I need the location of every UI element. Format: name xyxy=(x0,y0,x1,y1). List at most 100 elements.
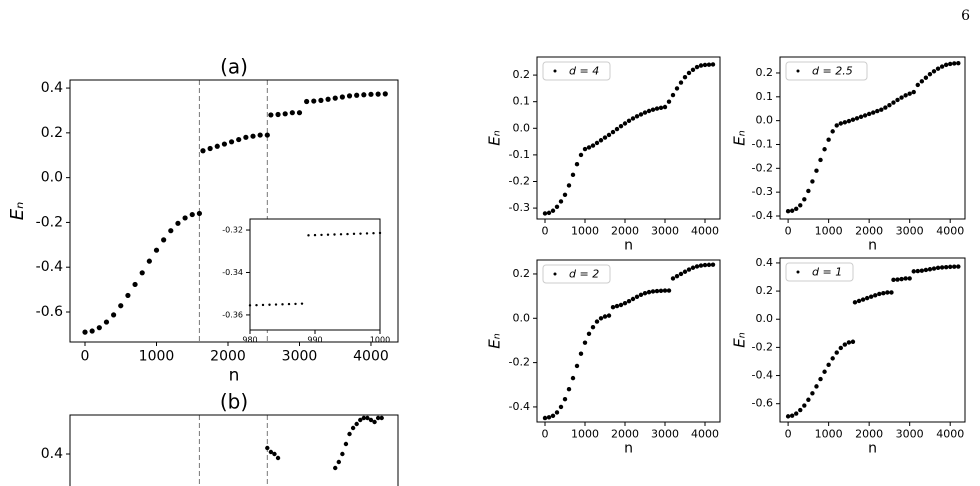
x-tick-label: 4000 xyxy=(936,427,964,440)
data-point xyxy=(634,114,640,119)
data-point xyxy=(927,267,933,272)
data-point xyxy=(846,118,852,124)
x-tick-label: 4000 xyxy=(691,224,719,237)
data-point xyxy=(325,96,331,102)
data-point xyxy=(690,67,696,72)
data-point xyxy=(336,459,342,465)
axes-frame xyxy=(536,259,721,423)
data-point xyxy=(923,267,929,273)
data-point xyxy=(822,147,827,152)
data-point xyxy=(642,291,648,296)
data-point xyxy=(802,403,807,408)
legend-marker xyxy=(796,270,800,274)
data-point xyxy=(265,445,270,451)
x-axis-label: n xyxy=(868,237,877,253)
x-tick-label: 2000 xyxy=(611,224,639,237)
data-point xyxy=(375,415,381,421)
data-point xyxy=(354,92,360,98)
data-point xyxy=(365,232,369,235)
data-point xyxy=(214,143,220,149)
data-point xyxy=(810,391,815,396)
y-tick-label: -0.4 xyxy=(509,400,530,413)
data-point xyxy=(919,268,925,273)
data-point xyxy=(856,298,862,304)
data-point xyxy=(658,288,664,294)
data-point xyxy=(313,233,317,237)
data-point xyxy=(566,387,572,392)
data-point xyxy=(814,384,819,389)
inset-background xyxy=(250,219,380,330)
x-tick-label: 1000 xyxy=(571,224,599,237)
data-point xyxy=(860,297,866,302)
data-point xyxy=(830,356,835,361)
data-point xyxy=(361,415,367,421)
axes-frame xyxy=(69,79,399,343)
y-tick-label: 0.0 xyxy=(756,312,774,325)
data-point xyxy=(830,129,835,134)
page-number: 6 xyxy=(961,8,970,24)
y-tick-label: 0.2 xyxy=(513,267,531,280)
data-point xyxy=(574,162,580,167)
data-point xyxy=(558,404,564,410)
data-point xyxy=(948,264,953,270)
legend-label: d = 2.5 xyxy=(812,65,853,78)
data-point xyxy=(153,247,160,253)
data-point xyxy=(281,303,284,306)
legend-box xyxy=(542,61,611,81)
data-point xyxy=(895,97,900,103)
data-point xyxy=(889,290,894,295)
y-tick-label: -0.4 xyxy=(752,209,773,222)
data-point xyxy=(838,345,843,351)
data-point xyxy=(690,265,696,270)
data-point xyxy=(333,465,338,471)
y-tick-label: 0.2 xyxy=(41,125,63,141)
y-tick-label: -0.4 xyxy=(752,369,773,382)
data-point xyxy=(935,66,941,71)
data-point xyxy=(931,69,937,74)
data-point xyxy=(82,329,88,335)
data-point xyxy=(952,61,957,66)
data-point xyxy=(670,92,676,98)
data-point xyxy=(304,98,310,105)
axes-frame xyxy=(249,218,381,331)
data-point xyxy=(842,342,848,347)
data-point xyxy=(710,262,716,267)
data-point xyxy=(372,419,377,425)
y-tick-label: 0.1 xyxy=(756,90,774,103)
data-point xyxy=(694,264,700,269)
data-point xyxy=(868,294,874,299)
legend-marker xyxy=(553,272,557,276)
data-point xyxy=(546,415,552,420)
data-point xyxy=(670,276,676,281)
data-point xyxy=(935,265,941,271)
data-point xyxy=(634,294,640,299)
data-point xyxy=(877,291,882,297)
data-point xyxy=(566,183,572,188)
legend-box xyxy=(785,262,854,282)
data-point xyxy=(320,233,323,237)
data-point xyxy=(646,108,652,114)
data-point xyxy=(642,110,648,115)
data-point xyxy=(943,264,949,270)
y-tick-label: 0.4 xyxy=(756,256,774,269)
x-tick-label: 2000 xyxy=(855,224,883,237)
data-point xyxy=(582,146,588,152)
y-tick-label: 0.0 xyxy=(513,121,531,134)
x-tick-label: 0 xyxy=(785,427,792,440)
data-point xyxy=(610,305,616,310)
data-point xyxy=(275,111,281,118)
data-point xyxy=(339,94,345,100)
data-point xyxy=(339,233,343,236)
data-point xyxy=(368,417,374,423)
data-point xyxy=(590,143,596,148)
data-point xyxy=(866,111,872,117)
data-point xyxy=(881,290,886,296)
data-point xyxy=(168,228,174,234)
panel-title: (a) xyxy=(220,55,248,79)
data-point xyxy=(956,60,961,66)
data-point xyxy=(794,411,799,416)
data-point xyxy=(118,303,124,309)
data-point xyxy=(789,413,795,418)
data-point xyxy=(630,296,636,302)
